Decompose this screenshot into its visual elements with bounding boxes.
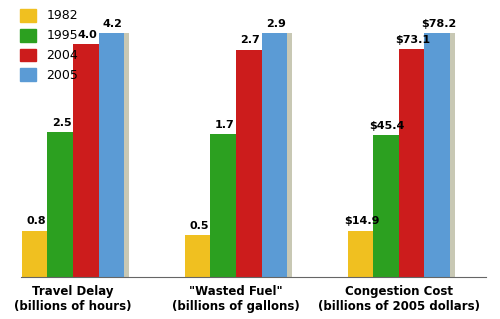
Bar — [52, 132, 78, 277]
Bar — [215, 134, 240, 277]
Bar — [429, 33, 454, 277]
Text: 4.0: 4.0 — [78, 30, 97, 40]
Bar — [266, 33, 292, 277]
Text: 4.2: 4.2 — [103, 19, 122, 29]
Text: 2.9: 2.9 — [266, 19, 285, 29]
Bar — [73, 44, 98, 277]
Bar — [348, 231, 373, 277]
Bar — [190, 235, 215, 277]
Bar — [404, 49, 429, 277]
Text: 1.7: 1.7 — [214, 120, 234, 130]
Text: 2.7: 2.7 — [240, 35, 260, 46]
Bar — [98, 33, 124, 277]
Bar — [210, 134, 236, 277]
Bar — [48, 132, 73, 277]
Bar — [22, 231, 48, 277]
Bar — [236, 49, 262, 277]
Text: 0.5: 0.5 — [189, 221, 208, 231]
Text: 2.5: 2.5 — [52, 118, 72, 128]
Text: $73.1: $73.1 — [396, 34, 430, 45]
Bar — [262, 33, 287, 277]
Legend: 1982, 1995, 2004, 2005: 1982, 1995, 2004, 2005 — [18, 6, 81, 85]
Text: $78.2: $78.2 — [421, 19, 456, 29]
Text: $45.4: $45.4 — [370, 121, 405, 131]
Bar — [240, 49, 266, 277]
Bar — [185, 235, 210, 277]
Bar — [104, 33, 129, 277]
Text: 0.8: 0.8 — [26, 217, 46, 226]
Bar — [26, 231, 52, 277]
Bar — [424, 33, 450, 277]
Bar — [378, 135, 404, 277]
Text: $14.9: $14.9 — [344, 217, 380, 226]
Bar — [373, 135, 399, 277]
Bar — [352, 231, 378, 277]
Bar — [78, 44, 104, 277]
Bar — [399, 49, 424, 277]
